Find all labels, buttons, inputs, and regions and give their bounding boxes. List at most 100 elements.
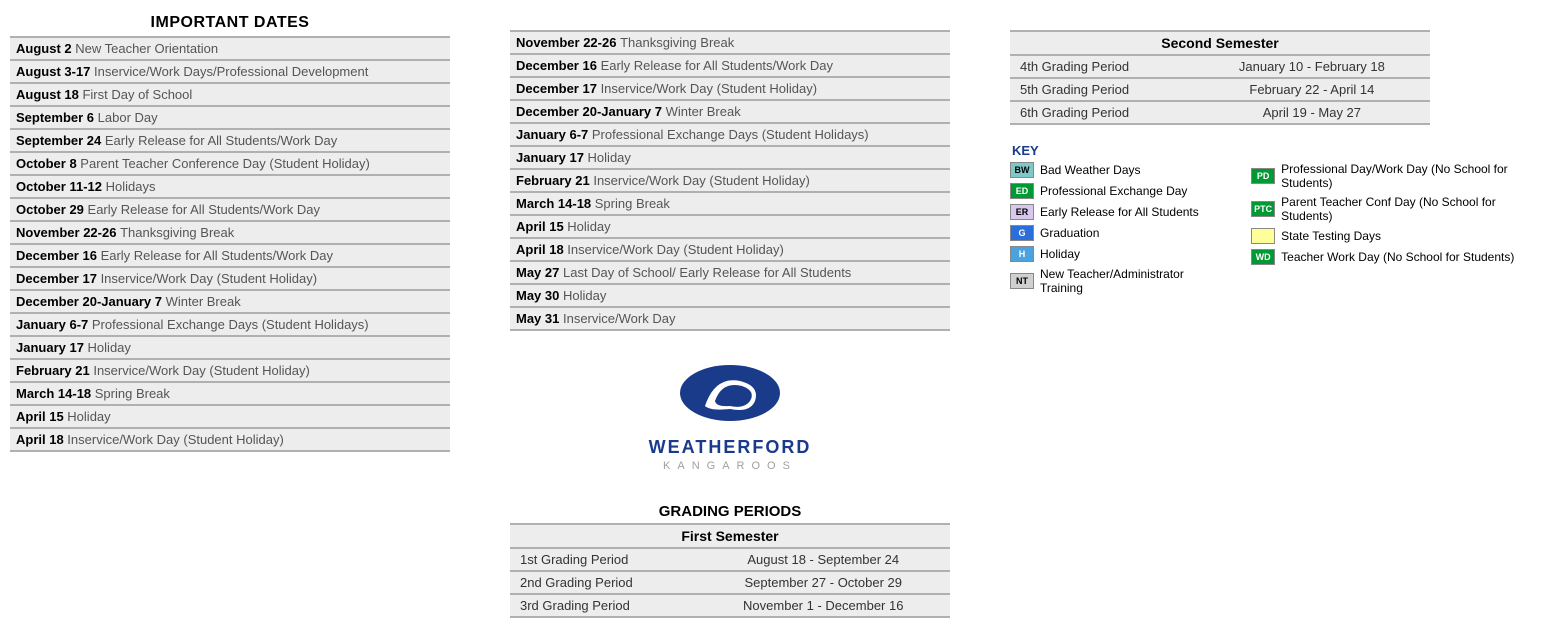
date-value: May 30 [516,288,563,303]
date-value: August 3-17 [16,64,94,79]
date-cell: April 18 Inservice/Work Day (Student Hol… [10,428,450,451]
logo-name: WEATHERFORD [510,437,950,458]
date-row: May 31 Inservice/Work Day [510,307,950,330]
date-cell: April 18 Inservice/Work Day (Student Hol… [510,238,950,261]
date-description: Thanksgiving Break [120,225,234,240]
date-value: February 21 [516,173,593,188]
date-value: October 29 [16,202,88,217]
date-row: August 18 First Day of School [10,83,450,106]
logo-sub: KANGAROOS [510,460,950,472]
dates-table-1: August 2 New Teacher OrientationAugust 3… [10,36,450,452]
key-label: Graduation [1040,226,1099,240]
date-row: April 18 Inservice/Work Day (Student Hol… [510,238,950,261]
date-description: Inservice/Work Day (Student Holiday) [101,271,318,286]
date-description: Professional Exchange Days (Student Holi… [592,127,869,142]
date-description: Early Release for All Students/Work Day [101,248,333,263]
date-cell: May 30 Holiday [510,284,950,307]
key-col-left: BWBad Weather DaysEDProfessional Exchang… [1010,162,1221,300]
date-row: March 14-18 Spring Break [10,382,450,405]
date-description: Inservice/Work Day (Student Holiday) [93,363,310,378]
date-value: January 17 [16,340,88,355]
date-row: November 22-26 Thanksgiving Break [10,221,450,244]
date-cell: October 11-12 Holidays [10,175,450,198]
important-dates-title: IMPORTANT DATES [10,10,450,36]
key-label: Professional Exchange Day [1040,184,1187,198]
date-value: January 17 [516,150,588,165]
date-value: December 17 [516,81,601,96]
date-cell: February 21 Inservice/Work Day (Student … [10,359,450,382]
key-item: PDProfessional Day/Work Day (No School f… [1251,162,1550,190]
date-description: Inservice/Work Day (Student Holiday) [601,81,818,96]
dates-table-2: November 22-26 Thanksgiving Break Decembe… [510,30,950,331]
date-row: August 3-17 Inservice/Work Days/Professi… [10,60,450,83]
second-semester-header: Second Semester [1010,31,1430,55]
date-row: February 21 Inservice/Work Day (Student … [510,169,950,192]
key-item: EREarly Release for All Students [1010,204,1221,220]
date-value: December 20-January 7 [16,294,166,309]
grading-row: 5th Grading PeriodFebruary 22 - April 14 [1010,78,1430,101]
key-code-box [1251,228,1275,244]
key-title: KEY [1012,143,1550,158]
date-value: November 22-26 [16,225,120,240]
date-cell: December 20-January 7 Winter Break [510,100,950,123]
date-row: November 22-26 Thanksgiving Break [510,31,950,54]
grading-row: 2nd Grading PeriodSeptember 27 - October… [510,571,950,594]
date-value: December 16 [16,248,101,263]
date-description: Spring Break [595,196,670,211]
date-row: March 14-18 Spring Break [510,192,950,215]
date-value: November 22-26 [516,35,620,50]
date-row: February 21 Inservice/Work Day (Student … [10,359,450,382]
date-cell: April 15 Holiday [10,405,450,428]
key-label: Professional Day/Work Day (No School for… [1281,162,1550,190]
key-item: G Graduation [1010,225,1221,241]
key-code-box: G [1010,225,1034,241]
grading-row: 1st Grading PeriodAugust 18 - September … [510,548,950,571]
date-row: December 20-January 7 Winter Break [510,100,950,123]
date-value: December 16 [516,58,601,73]
key-item: PTCParent Teacher Conf Day (No School fo… [1251,195,1550,223]
date-cell: November 22-26 Thanksgiving Break [510,31,950,54]
grading-label: 3rd Grading Period [510,594,697,617]
date-row: May 27 Last Day of School/ Early Release… [510,261,950,284]
date-description: Inservice/Work Day (Student Holiday) [593,173,810,188]
date-value: August 2 [16,41,75,56]
key-code-box: WD [1251,249,1275,265]
date-description: Winter Break [666,104,741,119]
grading-range: April 19 - May 27 [1194,101,1430,124]
date-row: December 20-January 7 Winter Break [10,290,450,313]
date-description: Holiday [88,340,131,355]
date-cell: January 6-7 Professional Exchange Days (… [10,313,450,336]
important-dates-col1: IMPORTANT DATES August 2 New Teacher Ori… [10,10,450,452]
key-label: Early Release for All Students [1040,205,1199,219]
first-semester-table: First Semester 1st Grading PeriodAugust … [510,523,950,618]
grading-range: August 18 - September 24 [697,548,950,571]
date-row: May 30 Holiday [510,284,950,307]
date-cell: December 16 Early Release for All Studen… [10,244,450,267]
date-value: October 8 [16,156,80,171]
key-label: Bad Weather Days [1040,163,1141,177]
date-value: April 18 [16,432,67,447]
grading-range: January 10 - February 18 [1194,55,1430,78]
key-code-box: NT [1010,273,1034,289]
date-description: First Day of School [82,87,192,102]
date-value: August 18 [16,87,82,102]
date-cell: March 14-18 Spring Break [10,382,450,405]
grading-row: 3rd Grading PeriodNovember 1 - December … [510,594,950,617]
date-row: April 15 Holiday [510,215,950,238]
date-cell: May 27 Last Day of School/ Early Release… [510,261,950,284]
date-description: Early Release for All Students/Work Day [601,58,833,73]
key-label: New Teacher/Administrator Training [1040,267,1221,295]
date-cell: December 20-January 7 Winter Break [10,290,450,313]
date-description: Early Release for All Students/Work Day [105,133,337,148]
grading-row: 4th Grading PeriodJanuary 10 - February … [1010,55,1430,78]
date-description: Inservice/Work Days/Professional Develop… [94,64,368,79]
key-code-box: PTC [1251,201,1275,217]
date-value: September 6 [16,110,98,125]
date-description: Inservice/Work Day (Student Holiday) [67,432,284,447]
date-row: January 17 Holiday [510,146,950,169]
date-row: January 17 Holiday [10,336,450,359]
date-cell: October 8 Parent Teacher Conference Day … [10,152,450,175]
grading-range: February 22 - April 14 [1194,78,1430,101]
date-value: April 15 [516,219,567,234]
date-value: May 27 [516,265,563,280]
